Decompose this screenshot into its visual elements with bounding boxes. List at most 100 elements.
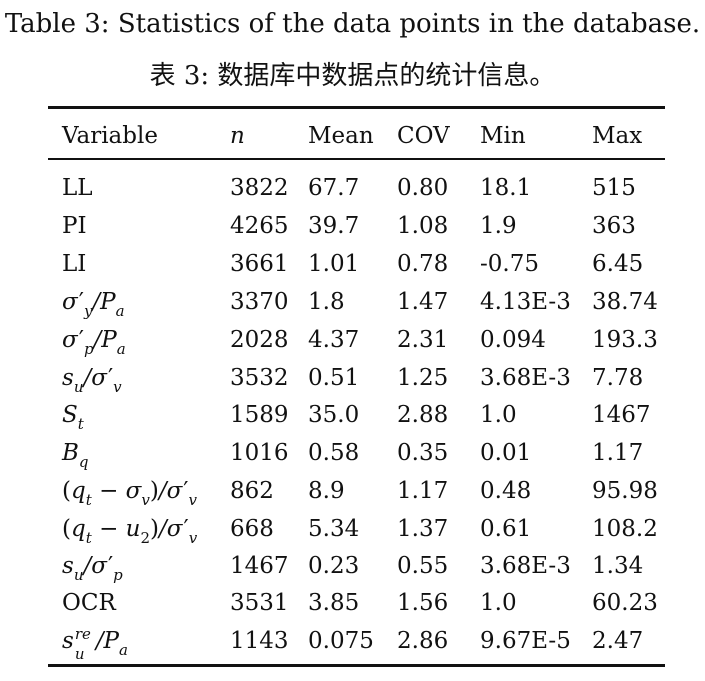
cell-n: 1589: [230, 402, 289, 428]
cell-max: 108.2: [592, 516, 658, 542]
cell-variable: Bq: [62, 440, 89, 471]
cell-cov: 1.37: [397, 516, 449, 542]
table-row: PI 4265 39.7 1.08 1.9 363: [0, 207, 705, 245]
cell-mean: 3.85: [308, 590, 360, 616]
cell-n: 1143: [230, 628, 289, 654]
table-header-rule: [48, 158, 665, 160]
cell-min: -0.75: [480, 251, 539, 277]
cell-min: 3.68E-3: [480, 553, 571, 579]
table-row: St 1589 35.0 2.88 1.0 1467: [0, 396, 705, 434]
cell-mean: 4.37: [308, 327, 360, 353]
table-row: (qt − u2)/σ′v 668 5.34 1.37 0.61 108.2: [0, 510, 705, 548]
cell-cov: 1.47: [397, 289, 449, 315]
cell-max: 515: [592, 175, 636, 201]
header-max: Max: [592, 123, 643, 149]
cell-min: 1.9: [480, 213, 517, 239]
cell-cov: 0.55: [397, 553, 449, 579]
cell-max: 1.17: [592, 440, 644, 466]
cell-min: 9.67E-5: [480, 628, 571, 654]
table-row: LL 3822 67.7 0.80 18.1 515: [0, 169, 705, 207]
cell-variable: (qt − σv)/σ′v: [62, 478, 197, 509]
cell-min: 3.68E-3: [480, 365, 571, 391]
cell-min: 0.094: [480, 327, 546, 353]
cell-min: 0.61: [480, 516, 532, 542]
cell-n: 3531: [230, 590, 289, 616]
table-row: (qt − σv)/σ′v 862 8.9 1.17 0.48 95.98: [0, 472, 705, 510]
cell-cov: 0.80: [397, 175, 449, 201]
cell-mean: 1.8: [308, 289, 345, 315]
cell-variable: su/σ′p: [62, 553, 123, 584]
cell-min: 18.1: [480, 175, 532, 201]
table-row: su/σ′p 1467 0.23 0.55 3.68E-3 1.34: [0, 547, 705, 585]
header-n: n: [230, 123, 245, 149]
header-min: Min: [480, 123, 526, 149]
cell-variable: PI: [62, 213, 87, 239]
cell-n: 1467: [230, 553, 289, 579]
table-row: su/σ′v 3532 0.51 1.25 3.68E-3 7.78: [0, 359, 705, 397]
cell-cov: 1.08: [397, 213, 449, 239]
cell-max: 38.74: [592, 289, 658, 315]
cell-variable: (qt − u2)/σ′v: [62, 516, 198, 547]
table-row: s re u/Pa 1143 0.075 2.86 9.67E-5 2.47: [0, 622, 705, 663]
table-caption-chinese: 表 3: 数据库中数据点的统计信息。: [149, 61, 556, 91]
cell-mean: 35.0: [308, 402, 360, 428]
cell-mean: 39.7: [308, 213, 360, 239]
cell-mean: 5.34: [308, 516, 360, 542]
cell-n: 862: [230, 478, 274, 504]
header-cov: COV: [397, 123, 450, 149]
cell-mean: 67.7: [308, 175, 360, 201]
cell-variable: s re u/Pa: [62, 625, 128, 663]
cell-max: 6.45: [592, 251, 644, 277]
cell-variable: σ′p/Pa: [62, 327, 126, 358]
cell-mean: 0.58: [308, 440, 360, 466]
table-row: Bq 1016 0.58 0.35 0.01 1.17: [0, 434, 705, 472]
table-row: σ′y/Pa 3370 1.8 1.47 4.13E-3 38.74: [0, 283, 705, 321]
cell-cov: 0.78: [397, 251, 449, 277]
cell-cov: 2.31: [397, 327, 449, 353]
cell-min: 0.48: [480, 478, 532, 504]
cell-variable: su/σ′v: [62, 365, 122, 396]
cell-mean: 0.23: [308, 553, 360, 579]
cell-max: 1.34: [592, 553, 644, 579]
table-top-rule: [48, 106, 665, 109]
cell-cov: 1.56: [397, 590, 449, 616]
cell-max: 7.78: [592, 365, 644, 391]
table-row: OCR 3531 3.85 1.56 1.0 60.23: [0, 584, 705, 622]
cell-cov: 2.86: [397, 628, 449, 654]
cell-mean: 0.51: [308, 365, 360, 391]
cell-n: 1016: [230, 440, 289, 466]
cell-max: 1467: [592, 402, 651, 428]
table-header-row: Variable n Mean COV Min Max: [0, 117, 705, 155]
cell-min: 1.0: [480, 402, 517, 428]
cell-variable: LL: [62, 175, 93, 201]
cell-cov: 2.88: [397, 402, 449, 428]
cell-n: 3822: [230, 175, 289, 201]
cell-n: 4265: [230, 213, 289, 239]
cell-variable: St: [62, 402, 84, 433]
cell-n: 668: [230, 516, 274, 542]
cell-n: 2028: [230, 327, 289, 353]
header-variable: Variable: [62, 123, 158, 149]
cell-min: 4.13E-3: [480, 289, 571, 315]
cell-mean: 0.075: [308, 628, 374, 654]
cell-max: 95.98: [592, 478, 658, 504]
cell-min: 0.01: [480, 440, 532, 466]
cell-max: 2.47: [592, 628, 644, 654]
cell-n: 3370: [230, 289, 289, 315]
cell-n: 3661: [230, 251, 289, 277]
cell-max: 60.23: [592, 590, 658, 616]
table-caption-english: Table 3: Statistics of the data points i…: [4, 9, 701, 39]
table-bottom-rule: [48, 664, 665, 667]
cell-cov: 1.25: [397, 365, 449, 391]
table-row: LI 3661 1.01 0.78 -0.75 6.45: [0, 245, 705, 283]
cell-variable: σ′y/Pa: [62, 289, 125, 320]
cell-variable: LI: [62, 251, 87, 277]
cell-variable: OCR: [62, 590, 116, 616]
cell-max: 363: [592, 213, 636, 239]
cell-mean: 8.9: [308, 478, 345, 504]
cell-cov: 1.17: [397, 478, 449, 504]
cell-max: 193.3: [592, 327, 658, 353]
header-mean: Mean: [308, 123, 374, 149]
table-row: σ′p/Pa 2028 4.37 2.31 0.094 193.3: [0, 321, 705, 359]
cell-min: 1.0: [480, 590, 517, 616]
